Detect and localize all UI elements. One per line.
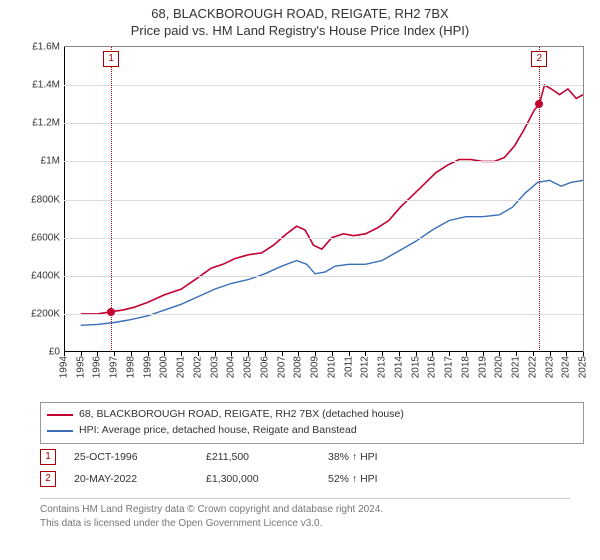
transaction-date: 20-MAY-2022	[74, 473, 194, 485]
marker-line	[111, 47, 112, 352]
x-tick-label: 1996	[92, 356, 103, 378]
legend-label-hpi: HPI: Average price, detached house, Reig…	[79, 423, 357, 439]
x-tick-label: 2002	[192, 356, 203, 378]
chart-container: 68, BLACKBOROUGH ROAD, REIGATE, RH2 7BX …	[0, 0, 600, 560]
legend-label-property: 68, BLACKBOROUGH ROAD, REIGATE, RH2 7BX …	[79, 407, 404, 423]
x-tick-label: 2008	[293, 356, 304, 378]
legend-swatch-property	[47, 414, 73, 416]
x-tick-label: 1999	[142, 356, 153, 378]
x-tick-label: 2007	[276, 356, 287, 378]
x-tick-label: 2016	[427, 356, 438, 378]
x-tick-label: 2022	[527, 356, 538, 378]
footer: Contains HM Land Registry data © Crown c…	[40, 498, 570, 530]
y-tick-label: £800K	[31, 194, 60, 205]
x-tick-label: 2025	[578, 356, 589, 378]
title-line-2: Price paid vs. HM Land Registry's House …	[0, 23, 600, 40]
gridline	[64, 238, 583, 239]
footer-line-2: This data is licensed under the Open Gov…	[40, 517, 570, 531]
x-tick-label: 2009	[310, 356, 321, 378]
transaction-pct: 52% ↑ HPI	[328, 473, 448, 485]
legend-row-property: 68, BLACKBOROUGH ROAD, REIGATE, RH2 7BX …	[47, 407, 577, 423]
transaction-rows: 1 25-OCT-1996 £211,500 38% ↑ HPI 2 20-MA…	[40, 446, 570, 490]
x-tick-label: 2000	[159, 356, 170, 378]
x-tick-label: 2006	[259, 356, 270, 378]
transaction-badge: 2	[40, 471, 56, 487]
transaction-price: £211,500	[206, 451, 316, 463]
y-tick-label: £200K	[31, 308, 60, 319]
y-tick-label: £1.4M	[32, 80, 60, 91]
legend-row-hpi: HPI: Average price, detached house, Reig…	[47, 423, 577, 439]
gridline	[64, 85, 583, 86]
transaction-pct: 38% ↑ HPI	[328, 451, 448, 463]
x-tick-label: 2010	[326, 356, 337, 378]
x-tick-label: 2023	[544, 356, 555, 378]
x-tick-label: 2021	[511, 356, 522, 378]
y-tick-label: £600K	[31, 232, 60, 243]
x-tick-label: 2018	[460, 356, 471, 378]
transaction-badge: 1	[40, 449, 56, 465]
gridline	[64, 161, 583, 162]
chart-outer: £0£200K£400K£600K£800K£1M£1.2M£1.4M£1.6M…	[10, 46, 590, 396]
x-tick-label: 2024	[561, 356, 572, 378]
marker-badge: 2	[531, 51, 547, 67]
x-tick-label: 2012	[360, 356, 371, 378]
gridline	[64, 123, 583, 124]
plot-area: £0£200K£400K£600K£800K£1M£1.2M£1.4M£1.6M…	[64, 46, 584, 352]
x-tick-label: 1994	[59, 356, 70, 378]
y-tick-label: £1.6M	[32, 42, 60, 53]
legend: 68, BLACKBOROUGH ROAD, REIGATE, RH2 7BX …	[40, 402, 584, 444]
x-tick-label: 2020	[494, 356, 505, 378]
title-line-1: 68, BLACKBOROUGH ROAD, REIGATE, RH2 7BX	[0, 6, 600, 23]
marker-dot	[107, 308, 115, 316]
series-line-hpi	[81, 180, 583, 325]
x-tick-label: 1997	[109, 356, 120, 378]
transaction-date: 25-OCT-1996	[74, 451, 194, 463]
footer-line-1: Contains HM Land Registry data © Crown c…	[40, 503, 570, 517]
marker-dot	[535, 100, 543, 108]
x-tick-label: 1995	[75, 356, 86, 378]
transaction-price: £1,300,000	[206, 473, 316, 485]
x-tick-label: 2015	[410, 356, 421, 378]
x-tick-label: 2001	[176, 356, 187, 378]
gridline	[64, 314, 583, 315]
x-tick-label: 2014	[393, 356, 404, 378]
x-tick-label: 2017	[444, 356, 455, 378]
y-tick-label: £400K	[31, 270, 60, 281]
x-tick-label: 2004	[226, 356, 237, 378]
x-tick-label: 2003	[209, 356, 220, 378]
legend-swatch-hpi	[47, 430, 73, 432]
gridline	[64, 200, 583, 201]
x-tick-label: 1998	[125, 356, 136, 378]
gridline	[64, 276, 583, 277]
chart-title: 68, BLACKBOROUGH ROAD, REIGATE, RH2 7BX …	[0, 0, 600, 40]
marker-badge: 1	[103, 51, 119, 67]
y-tick-label: £1M	[41, 156, 60, 167]
transaction-row: 1 25-OCT-1996 £211,500 38% ↑ HPI	[40, 446, 570, 468]
x-tick-label: 2005	[243, 356, 254, 378]
transaction-row: 2 20-MAY-2022 £1,300,000 52% ↑ HPI	[40, 468, 570, 490]
x-tick-label: 2011	[343, 356, 354, 378]
x-tick-label: 2019	[477, 356, 488, 378]
marker-line	[539, 47, 540, 352]
x-tick-label: 2013	[377, 356, 388, 378]
y-tick-label: £1.2M	[32, 118, 60, 129]
